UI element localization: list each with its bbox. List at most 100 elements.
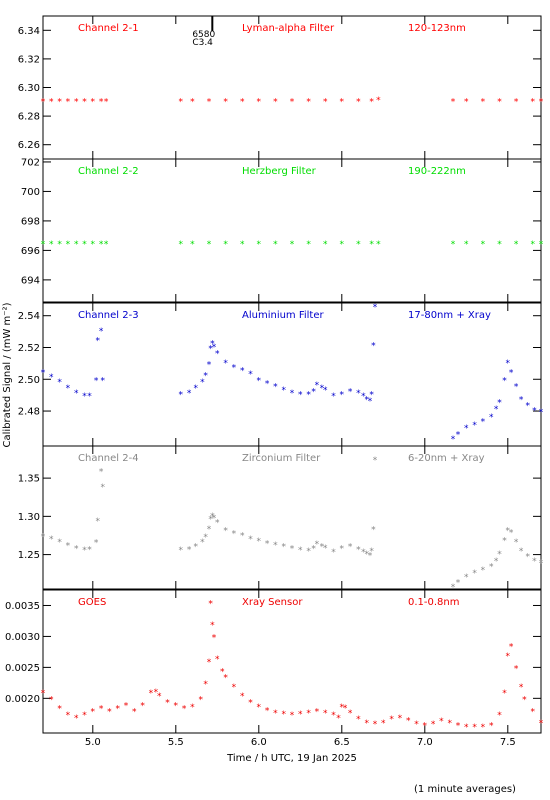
data-point: * bbox=[182, 705, 187, 715]
data-point: * bbox=[497, 550, 502, 560]
y-tick-label: 6.34 bbox=[18, 26, 40, 37]
data-point: * bbox=[290, 711, 295, 721]
panel-channel-label: Channel 2-3 bbox=[78, 310, 139, 321]
data-point: * bbox=[373, 456, 378, 466]
data-point: * bbox=[273, 709, 278, 719]
data-point: * bbox=[273, 240, 278, 250]
data-point: * bbox=[223, 97, 228, 107]
data-point: * bbox=[210, 512, 215, 522]
data-point: * bbox=[82, 240, 87, 250]
data-point: * bbox=[368, 397, 373, 407]
data-point: * bbox=[96, 517, 101, 527]
data-point: * bbox=[165, 698, 170, 708]
y-axis-title: Calibrated Signal / (mW m⁻²) bbox=[2, 302, 13, 447]
data-point: * bbox=[361, 392, 366, 402]
data-point: * bbox=[240, 692, 245, 702]
data-point: * bbox=[348, 542, 353, 552]
data-point: * bbox=[99, 705, 104, 715]
data-point: * bbox=[539, 408, 544, 418]
panel-frame bbox=[42, 158, 542, 303]
data-point: * bbox=[509, 643, 514, 653]
data-point: * bbox=[257, 537, 262, 547]
data-point: * bbox=[203, 680, 208, 690]
data-point: * bbox=[94, 539, 99, 549]
data-point: * bbox=[74, 97, 79, 107]
data-point: * bbox=[248, 698, 253, 708]
data-point: * bbox=[320, 384, 325, 394]
data-point: * bbox=[232, 364, 237, 374]
data-point: * bbox=[273, 383, 278, 393]
data-point: * bbox=[323, 240, 328, 250]
data-point: * bbox=[340, 545, 345, 555]
data-point: * bbox=[340, 391, 345, 401]
data-point: * bbox=[481, 723, 486, 733]
data-point: * bbox=[506, 652, 511, 662]
data-point: * bbox=[248, 535, 253, 545]
y-tick-label: 2.48 bbox=[18, 407, 40, 418]
y-tick-label: 700 bbox=[21, 187, 40, 198]
data-point: * bbox=[74, 240, 79, 250]
data-point: * bbox=[198, 695, 203, 705]
data-point: * bbox=[481, 97, 486, 107]
data-point: * bbox=[132, 708, 137, 718]
data-point: * bbox=[439, 717, 444, 727]
data-point: * bbox=[91, 708, 96, 718]
data-point: * bbox=[539, 97, 544, 107]
data-point: * bbox=[323, 97, 328, 107]
y-tick-label: 698 bbox=[21, 216, 40, 227]
data-point: * bbox=[364, 550, 369, 560]
data-point: * bbox=[193, 384, 198, 394]
data-point: * bbox=[96, 337, 101, 347]
x-tick-label: 5.0 bbox=[85, 737, 101, 748]
data-point: * bbox=[331, 548, 336, 558]
data-point: * bbox=[306, 391, 311, 401]
panel-5: 0.0020 0.0025 0.0030 0.0035 GOES Xray Sensor 0… bbox=[5, 589, 544, 748]
panel-band-label: 17-80nm + Xray bbox=[408, 310, 491, 321]
y-tick-label: 0.0030 bbox=[5, 632, 40, 643]
data-point: * bbox=[212, 633, 217, 643]
data-point: * bbox=[506, 526, 511, 536]
panel-1: 6.26 6.28 6.30 6.32 6.34 Channel 2-1 Lyman-alp… bbox=[18, 15, 544, 160]
data-point: * bbox=[320, 542, 325, 552]
data-point: * bbox=[66, 542, 71, 552]
data-point: * bbox=[212, 343, 217, 353]
data-point: * bbox=[315, 540, 320, 550]
data-point: * bbox=[361, 548, 366, 558]
data-point: * bbox=[451, 240, 456, 250]
data-point: * bbox=[364, 719, 369, 729]
panel-frame bbox=[42, 445, 542, 590]
data-point: * bbox=[489, 562, 494, 572]
data-point: * bbox=[306, 97, 311, 107]
panel-filter-label: Lyman-alpha Filter bbox=[242, 23, 335, 34]
event-marker-label: C3.4 bbox=[192, 38, 213, 48]
x-tick-label: 6.0 bbox=[251, 737, 267, 748]
data-point: * bbox=[525, 402, 530, 412]
data-point: * bbox=[414, 720, 419, 730]
data-point: * bbox=[124, 702, 129, 712]
data-point: * bbox=[348, 387, 353, 397]
panel-channel-label: GOES bbox=[78, 597, 106, 608]
data-point: * bbox=[298, 391, 303, 401]
data-point: * bbox=[179, 240, 184, 250]
data-point: * bbox=[41, 97, 46, 107]
data-point: * bbox=[215, 349, 220, 359]
data-point: * bbox=[257, 376, 262, 386]
data-point: * bbox=[514, 97, 519, 107]
data-point: * bbox=[66, 240, 71, 250]
data-point: * bbox=[94, 376, 99, 386]
data-point: * bbox=[203, 372, 208, 382]
data-point: * bbox=[193, 542, 198, 552]
data-point: * bbox=[451, 583, 456, 593]
data-point: * bbox=[481, 418, 486, 428]
data-point: * bbox=[371, 341, 376, 351]
data-point: * bbox=[91, 240, 96, 250]
data-point: * bbox=[464, 723, 469, 733]
data-point: * bbox=[101, 376, 106, 386]
data-point: * bbox=[257, 703, 262, 713]
panel-4: 1.25 1.30 1.35 Channel 2-4 Zirconium Filter 6… bbox=[18, 445, 544, 593]
data-point: * bbox=[497, 240, 502, 250]
data-point: * bbox=[149, 689, 154, 699]
y-tick-label: 2.52 bbox=[18, 343, 40, 354]
data-point: * bbox=[200, 538, 205, 548]
data-point: * bbox=[472, 569, 477, 579]
